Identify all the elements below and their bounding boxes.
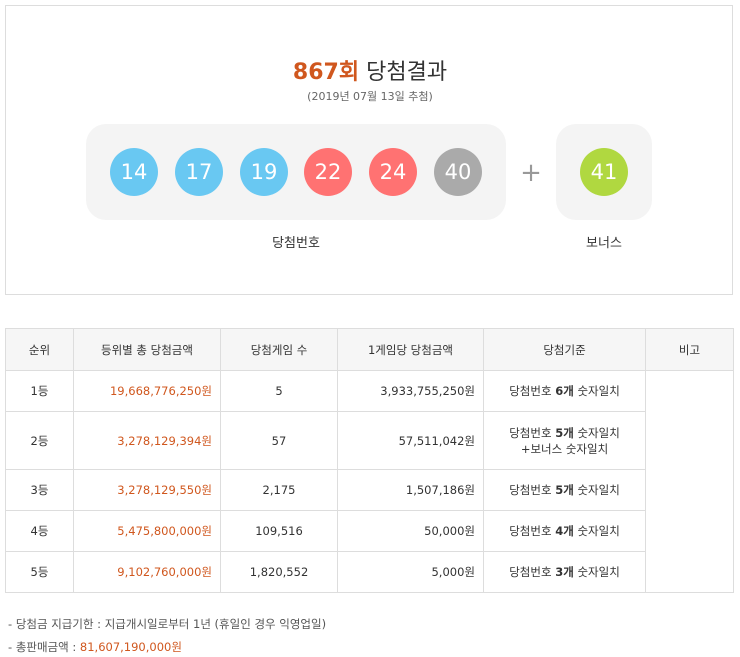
note: - 당첨금 지급기한 : 지급개시일로부터 1년 (휴일인 경우 익영업일) (8, 617, 327, 631)
criteria-text: 당첨번호 (509, 425, 552, 440)
column-header: 순위 (5, 328, 74, 371)
criteria: 당첨번호 5개 숫자일치 (483, 469, 646, 511)
note-label: 총판매금액 : (15, 640, 77, 654)
row: 2등 3,278,129,394원 57 57,511,042원 당첨번호 5개 숫자일… (5, 411, 734, 470)
rank: 5등 (5, 551, 74, 593)
ball: 22 (304, 148, 352, 196)
criteria: 당첨번호 5개 숫자일치 +보너스 숫자일치 (483, 411, 646, 470)
prize-per-game: 3,933,755,250원 (337, 370, 484, 412)
prize-per-game: 1,507,186원 (337, 469, 484, 511)
winning-label: 당첨번호 (272, 236, 320, 251)
criteria-text: 숫자일치 (577, 425, 620, 440)
rank: 3등 (5, 469, 74, 511)
criteria-count: 3개 (555, 565, 574, 579)
criteria-text: 숫자일치 (577, 565, 620, 579)
title: 867회 당첨결과 (0, 54, 740, 86)
criteria-count: 5개 (555, 483, 574, 497)
criteria-text: 당첨번호 (509, 565, 552, 579)
rank: 2등 (5, 411, 74, 470)
column-header: 등위별 총 당첨금액 (73, 328, 221, 371)
bonus-ball: 41 (580, 148, 628, 196)
remark (645, 370, 734, 593)
title-text: 당첨결과 (366, 60, 448, 85)
criteria-text: 당첨번호 (509, 483, 552, 497)
total-prize: 5,475,800,000원 (73, 510, 221, 552)
ball: 14 (110, 148, 158, 196)
row: 4등 5,475,800,000원 109,516 50,000원 당첨번호 4개 숫자… (5, 510, 734, 552)
row: 5등 9,102,760,000원 1,820,552 5,000원 당첨번호 3개 숫… (5, 551, 734, 593)
row: 3등 3,278,129,550원 2,175 1,507,186원 당첨번호 5개 숫… (5, 469, 734, 511)
ball: 40 (434, 148, 482, 196)
criteria-text: 숫자일치 (577, 483, 620, 497)
winner-count: 109,516 (220, 510, 338, 552)
ball: 19 (240, 148, 288, 196)
winner-count: 5 (220, 370, 338, 412)
prize-per-game: 57,511,042원 (337, 411, 484, 470)
result-box (5, 5, 733, 295)
criteria: 당첨번호 3개 숫자일치 (483, 551, 646, 593)
criteria-extra: +보너스 숫자일치 (520, 441, 609, 456)
winner-count: 1,820,552 (220, 551, 338, 593)
criteria-text: 당첨번호 (509, 524, 552, 538)
column-header: 당첨게임 수 (220, 328, 338, 371)
column-header: 비고 (645, 328, 734, 371)
round: 867회 (292, 60, 360, 85)
winner-count: 2,175 (220, 469, 338, 511)
column-header: 1게임당 당첨금액 (337, 328, 484, 371)
prize-per-game: 50,000원 (337, 510, 484, 552)
column-header: 당첨기준 (483, 328, 646, 371)
criteria-count: 5개 (555, 425, 574, 440)
bonus-label: 보너스 (586, 236, 622, 251)
total-prize: 3,278,129,394원 (73, 411, 221, 470)
rank: 1등 (5, 370, 74, 412)
draw-date: (2019년 07월 13일 추첨) (307, 90, 433, 103)
total-prize: 19,668,776,250원 (73, 370, 221, 412)
note-value: 81,607,190,000원 (79, 640, 182, 654)
criteria-count: 4개 (555, 524, 574, 538)
criteria-text: 숫자일치 (577, 524, 620, 538)
criteria-count: 6개 (555, 384, 574, 398)
prize-table: 순위 등위별 총 당첨금액 당첨게임 수 1게임당 당첨금액 당첨기준 비고 1등 19,66… (5, 328, 734, 593)
ball: 17 (175, 148, 223, 196)
total-prize: 9,102,760,000원 (73, 551, 221, 593)
criteria-text: 당첨번호 (509, 384, 552, 398)
note: - 총판매금액 : 81,607,190,000원 (8, 640, 182, 654)
total-prize: 3,278,129,550원 (73, 469, 221, 511)
note-label: 당첨금 지급기한 : 지급개시일로부터 1년 (휴일인 경우 익영업일) (15, 617, 327, 631)
prize-per-game: 5,000원 (337, 551, 484, 593)
criteria: 당첨번호 6개 숫자일치 (483, 370, 646, 412)
rank: 4등 (5, 510, 74, 552)
criteria-text: 숫자일치 (577, 384, 620, 398)
ball: 24 (369, 148, 417, 196)
row: 1등 19,668,776,250원 5 3,933,755,250원 당첨번호 6개 … (5, 370, 734, 593)
plus: + (520, 158, 542, 188)
criteria: 당첨번호 4개 숫자일치 (483, 510, 646, 552)
winner-count: 57 (220, 411, 338, 470)
